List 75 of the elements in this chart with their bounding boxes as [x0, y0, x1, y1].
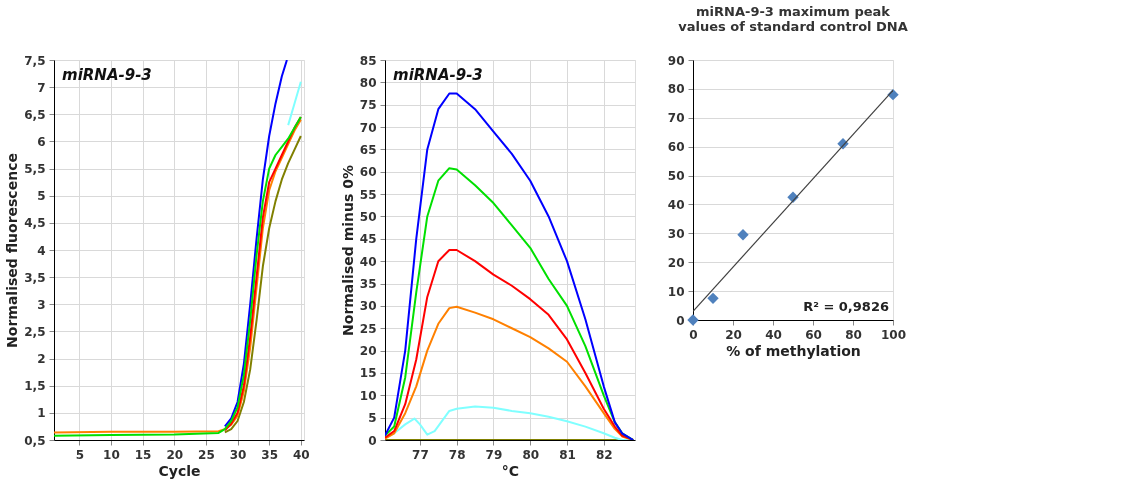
- y-tick-label: 4,5: [24, 216, 46, 231]
- y-tick-label: 4: [37, 243, 46, 258]
- y-tick-label: 40: [359, 254, 377, 269]
- annotation: R² = 0,9826: [803, 299, 889, 314]
- y-tick-label: 50: [359, 209, 377, 224]
- y-tick-label: 85: [359, 53, 377, 68]
- x-tick-label: 81: [559, 447, 576, 462]
- chart-title: miRNA-9-3 maximum peak values of standard control DNA: [678, 4, 908, 34]
- y-tick-label: 2: [37, 352, 46, 367]
- point: [687, 314, 699, 326]
- x-tick-label: 35: [261, 447, 279, 462]
- point: [707, 292, 719, 305]
- line-series: [223, 60, 288, 428]
- y-tick-label: 6,5: [24, 107, 46, 122]
- y-tick-label: 55: [359, 187, 377, 202]
- y-tick-label: 7,5: [24, 53, 46, 68]
- y-tick-label: 80: [359, 75, 377, 90]
- y-tick-label: 75: [359, 98, 377, 113]
- y-tick-label: 15: [359, 366, 377, 381]
- x-tick-label: 77: [412, 447, 429, 462]
- y-tick-label: 40: [667, 197, 685, 212]
- y-tick-label: 50: [667, 169, 685, 184]
- y-tick-label: 65: [359, 142, 377, 157]
- x-tick-label: 10: [103, 447, 120, 462]
- y-axis-title: Normalised fluorescence: [4, 153, 21, 348]
- x-axis-title: % of methylation: [726, 342, 861, 359]
- y-tick-label: 35: [359, 277, 377, 292]
- x-tick-label: 60: [805, 327, 822, 342]
- y-tick-label: 20: [667, 255, 685, 270]
- y-tick-label: 1,5: [24, 379, 46, 394]
- y-tick-label: 60: [667, 140, 685, 155]
- y-tick-label: 30: [359, 299, 377, 314]
- y-tick-label: 7: [37, 80, 46, 95]
- x-tick-label: 0: [689, 327, 698, 342]
- annotation: miRNA-9-3: [62, 66, 152, 84]
- y-tick-label: 2,5: [24, 324, 46, 339]
- x-tick-label: 80: [845, 327, 862, 342]
- x-tick-label: 25: [198, 447, 215, 462]
- x-tick-label: 40: [765, 327, 782, 342]
- x-tick-label: 79: [485, 447, 503, 462]
- x-axis-title: °C: [501, 462, 520, 479]
- x-tick-label: 20: [725, 327, 742, 342]
- x-tick-label: 78: [448, 447, 466, 462]
- annotation: miRNA-9-3: [393, 66, 483, 84]
- x-tick-label: 100: [880, 327, 907, 342]
- y-tick-label: 1: [37, 406, 46, 421]
- x-tick-label: 30: [229, 447, 247, 462]
- y-tick-label: 90: [667, 53, 685, 68]
- y-tick-label: 30: [667, 226, 685, 241]
- y-tick-label: 60: [359, 165, 377, 180]
- y-tick-label: 5: [37, 189, 46, 204]
- y-tick-label: 20: [359, 344, 377, 359]
- x-tick-label: 40: [292, 447, 310, 462]
- y-tick-label: 6: [37, 134, 46, 149]
- x-tick-label: 82: [595, 447, 613, 462]
- y-tick-label: 5,5: [24, 162, 46, 177]
- y-tick-label: 70: [667, 111, 685, 126]
- y-tick-label: 0: [676, 313, 685, 328]
- y-tick-label: 3: [37, 297, 46, 312]
- y-tick-label: 10: [359, 388, 377, 403]
- y-tick-label: 45: [359, 232, 377, 247]
- x-tick-label: 80: [522, 447, 540, 462]
- y-tick-label: 0: [368, 433, 377, 448]
- y-tick-label: 10: [667, 284, 685, 299]
- y-tick-label: 0,5: [24, 433, 46, 448]
- y-tick-label: 80: [667, 82, 685, 97]
- x-tick-label: 15: [134, 447, 152, 462]
- x-tick-label: 20: [166, 447, 184, 462]
- y-tick-label: 5: [368, 411, 377, 426]
- point: [737, 229, 749, 241]
- x-tick-label: 5: [75, 447, 84, 462]
- y-tick-label: 3,5: [24, 270, 46, 285]
- y-tick-label: 70: [359, 120, 377, 135]
- x-axis-title: Cycle: [158, 462, 201, 479]
- y-axis-title: Normalised minus 0%: [339, 165, 356, 336]
